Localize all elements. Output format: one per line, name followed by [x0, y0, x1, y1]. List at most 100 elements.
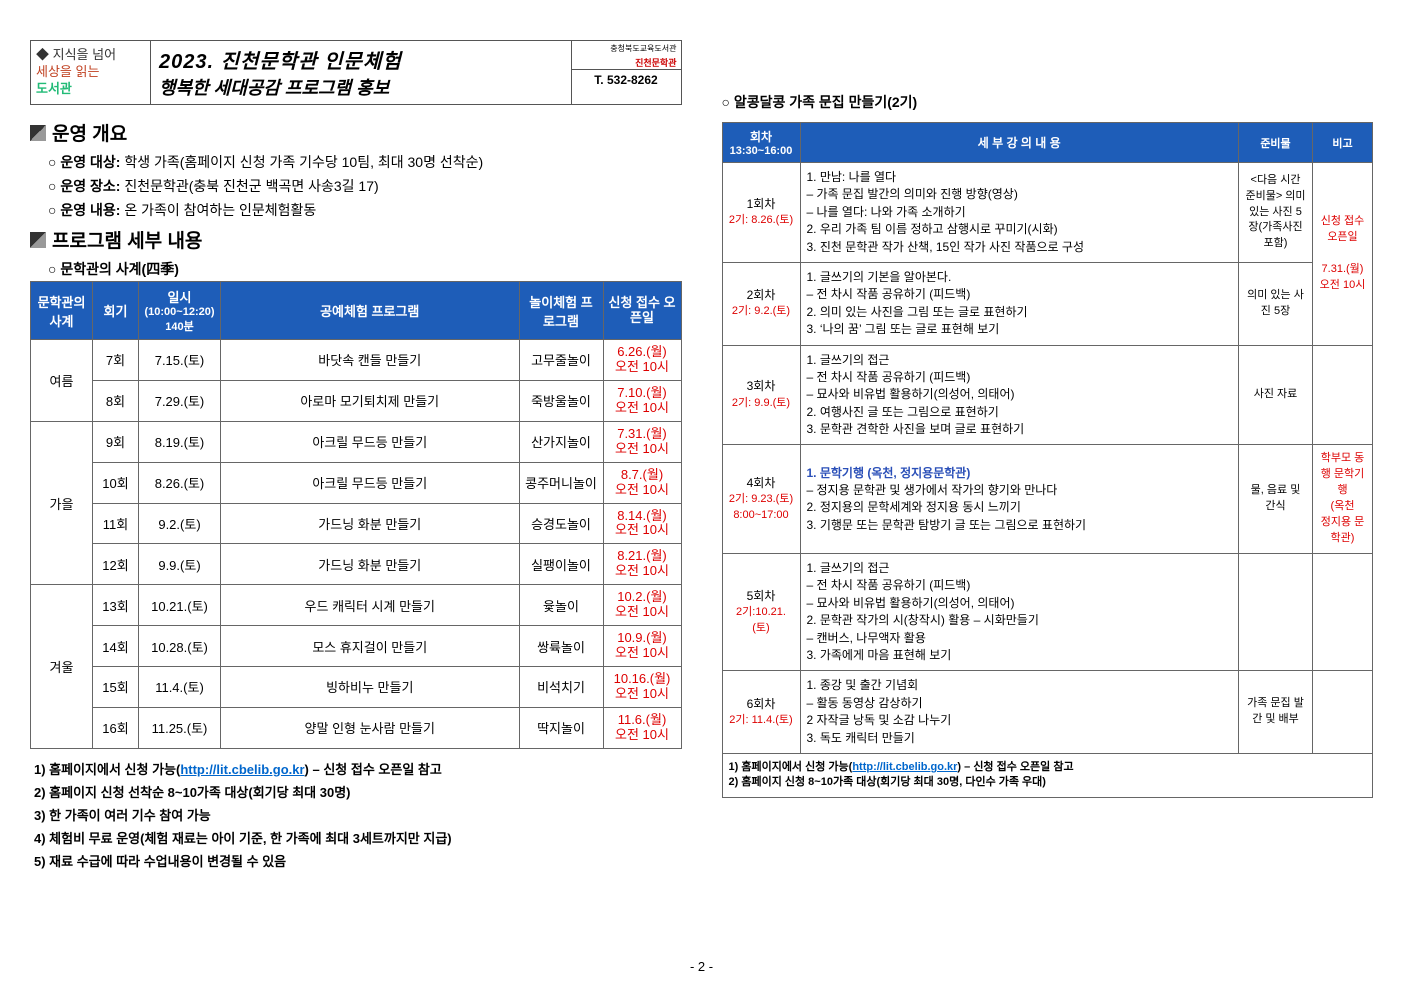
- season-cell: 겨울: [31, 585, 93, 749]
- table-row: 2회차2기: 9.2.(토)1. 글쓰기의 기본을 알아본다. – 전 차시 작…: [722, 262, 1373, 345]
- cell-date: 10.21.(토): [139, 585, 221, 626]
- org-1: 충청북도교육도서관: [572, 41, 681, 56]
- phone: T. 532-8262: [572, 69, 681, 90]
- table-row: 14회10.28.(토)모스 휴지걸이 만들기쌍륙놀이10.9.(월) 오전 1…: [31, 626, 682, 667]
- cell-craft: 아로마 모기퇴치제 만들기: [221, 380, 520, 421]
- note-5: 5) 재료 수급에 따라 수업내용이 변경될 수 있음: [34, 851, 682, 870]
- table-row: 5회차2기:10.21.(토)1. 글쓰기의 접근 – 전 차시 작품 공유하기…: [722, 554, 1373, 671]
- material-cell: 의미 있는 사진 5장: [1239, 262, 1313, 345]
- note-4: 4) 체험비 무료 운영(체험 재료는 아이 기준, 한 가족에 최대 3세트까…: [34, 828, 682, 847]
- page-number: - 2 -: [690, 959, 713, 974]
- cell-play: 산가지놀이: [519, 421, 603, 462]
- cell-round: 12회: [93, 544, 139, 585]
- cell-play: 윷놀이: [519, 585, 603, 626]
- th-material: 준비물: [1239, 123, 1313, 163]
- note-cell: 신청 접수 오픈일 7.31.(월) 오전 10시: [1313, 163, 1373, 346]
- table-row: 10회8.26.(토)아크릴 무드등 만들기콩주머니놀이8.7.(월) 오전 1…: [31, 462, 682, 503]
- cell-date: 7.15.(토): [139, 340, 221, 381]
- note-cell: 학부모 동행 문학기행 (옥천 정지용 문학관): [1313, 445, 1373, 554]
- cell-craft: 모스 휴지걸이 만들기: [221, 626, 520, 667]
- cell-open: 8.7.(월) 오전 10시: [603, 462, 681, 503]
- note-cell: [1313, 554, 1373, 671]
- right-page: 알콩달콩 가족 문집 만들기(2기) 회차 13:30~16:00 세 부 강 …: [722, 40, 1374, 952]
- cell-play: 콩주머니놀이: [519, 462, 603, 503]
- overview-content: 운영 내용: 온 가족이 참여하는 인문체험활동: [48, 200, 682, 220]
- cell-open: 6.26.(월) 오전 10시: [603, 340, 681, 381]
- table-row: 11회9.2.(토)가드닝 화분 만들기승경도놀이8.14.(월) 오전 10시: [31, 503, 682, 544]
- th-content: 세 부 강 의 내 용: [800, 123, 1239, 163]
- cell-round: 14회: [93, 626, 139, 667]
- note-cell: [1313, 345, 1373, 445]
- cell-play: 딱지놀이: [519, 707, 603, 748]
- season-cell: 여름: [31, 340, 93, 422]
- schedule-table: 문학관의 사계 회기 일시 (10:00~12:20) 140분 공예체험 프로…: [30, 281, 682, 749]
- th-open: 신청 접수 오픈일: [603, 282, 681, 340]
- cell-open: 10.2.(월) 오전 10시: [603, 585, 681, 626]
- cell-craft: 아크릴 무드등 만들기: [221, 421, 520, 462]
- cell-craft: 가드닝 화분 만들기: [221, 503, 520, 544]
- banner-title-2: 행복한 세대공감 프로그램 홍보: [159, 74, 563, 100]
- content-cell: 1. 종강 및 출간 기념회 – 활동 동영상 감상하기 2 자작글 낭독 및 …: [800, 671, 1239, 754]
- th-session: 회차 13:30~16:00: [722, 123, 800, 163]
- cell-craft: 아크릴 무드등 만들기: [221, 462, 520, 503]
- table-row: 가을9회8.19.(토)아크릴 무드등 만들기산가지놀이7.31.(월) 오전 …: [31, 421, 682, 462]
- cell-round: 13회: [93, 585, 139, 626]
- content-cell: 1. 글쓰기의 접근 – 전 차시 작품 공유하기 (피드백) – 묘사와 비유…: [800, 554, 1239, 671]
- table-row: 8회7.29.(토)아로마 모기퇴치제 만들기죽방울놀이7.10.(월) 오전 …: [31, 380, 682, 421]
- material-cell: <다음 시간 준비물> 의미있는 사진 5장(가족사진 포함): [1239, 163, 1313, 263]
- banner-tagline: ◆ 지식을 넘어 세상을 읽는 도서관: [31, 41, 151, 104]
- cell-round: 11회: [93, 503, 139, 544]
- cell-round: 9회: [93, 421, 139, 462]
- section-1-heading: 운영 개요: [30, 119, 682, 146]
- th-season: 문학관의 사계: [31, 282, 93, 340]
- cell-open: 11.6.(월) 오전 10시: [603, 707, 681, 748]
- cell-date: 11.25.(토): [139, 707, 221, 748]
- cell-play: 죽방울놀이: [519, 380, 603, 421]
- note-2: 2) 홈페이지 신청 선착순 8~10가족 대상(회기당 최대 30명): [34, 782, 682, 801]
- signup-link[interactable]: http://lit.cbelib.go.kr: [180, 762, 304, 777]
- content-cell: 1. 글쓰기의 접근 – 전 차시 작품 공유하기 (피드백) – 묘사와 비유…: [800, 345, 1239, 445]
- note-3: 3) 한 가족이 여러 기수 참여 가능: [34, 805, 682, 824]
- tagline-2: 세상을 읽는: [36, 64, 145, 81]
- content-cell: 1. 만남: 나를 열다 – 가족 문집 발간의 의미와 진행 방향(영상) –…: [800, 163, 1239, 263]
- cell-round: 10회: [93, 462, 139, 503]
- square-icon: [30, 125, 46, 141]
- session-cell: 1회차2기: 8.26.(토): [722, 163, 800, 263]
- note-1: 1) 홈페이지에서 신청 가능(http://lit.cbelib.go.kr)…: [34, 759, 682, 778]
- banner-title-1: 2023. 진천문학관 인문체험: [159, 45, 563, 74]
- tagline-1: ◆ 지식을 넘어: [36, 47, 145, 64]
- notes: 1) 홈페이지에서 신청 가능(http://lit.cbelib.go.kr)…: [30, 755, 682, 874]
- section-2-heading: 프로그램 세부 내용: [30, 226, 682, 253]
- season-cell: 가을: [31, 421, 93, 585]
- cell-craft: 양말 인형 눈사람 만들기: [221, 707, 520, 748]
- material-cell: 물, 음료 및 간식: [1239, 445, 1313, 554]
- content-cell: 1. 글쓰기의 기본을 알아본다. – 전 차시 작품 공유하기 (피드백) 2…: [800, 262, 1239, 345]
- material-cell: [1239, 554, 1313, 671]
- table-row: 1회차2기: 8.26.(토)1. 만남: 나를 열다 – 가족 문집 발간의 …: [722, 163, 1373, 263]
- cell-craft: 바닷속 캔들 만들기: [221, 340, 520, 381]
- cell-date: 11.4.(토): [139, 667, 221, 708]
- content-cell: 1. 문학기행 (옥천, 정지용문학관) – 정지용 문학관 및 생가에서 작가…: [800, 445, 1239, 554]
- section-1-title: 운영 개요: [52, 119, 127, 146]
- overview-target: 운영 대상: 학생 가족(홈페이지 신청 가족 기수당 10팀, 최대 30명 …: [48, 152, 682, 172]
- cell-round: 16회: [93, 707, 139, 748]
- cell-date: 8.19.(토): [139, 421, 221, 462]
- note-cell: [1313, 671, 1373, 754]
- cell-date: 8.26.(토): [139, 462, 221, 503]
- cell-craft: 빙하비누 만들기: [221, 667, 520, 708]
- signup-link-2[interactable]: http://lit.cbelib.go.kr: [852, 761, 957, 773]
- cell-play: 비석치기: [519, 667, 603, 708]
- table-row: 15회11.4.(토)빙하비누 만들기비석치기10.16.(월) 오전 10시: [31, 667, 682, 708]
- table-row: 4회차2기: 9.23.(토)8:00~17:001. 문학기행 (옥천, 정지…: [722, 445, 1373, 554]
- table-row: 여름7회7.15.(토)바닷속 캔들 만들기고무줄놀이6.26.(월) 오전 1…: [31, 340, 682, 381]
- lecture-table: 회차 13:30~16:00 세 부 강 의 내 용 준비물 비고 1회차2기:…: [722, 122, 1374, 798]
- table-row: 6회차2기: 11.4.(토)1. 종강 및 출간 기념회 – 활동 동영상 감…: [722, 671, 1373, 754]
- cell-date: 7.29.(토): [139, 380, 221, 421]
- table-row: 겨울13회10.21.(토)우드 캐릭터 시계 만들기윷놀이10.2.(월) 오…: [31, 585, 682, 626]
- th-note: 비고: [1313, 123, 1373, 163]
- header-banner: ◆ 지식을 넘어 세상을 읽는 도서관 2023. 진천문학관 인문체험 행복한…: [30, 40, 682, 105]
- session-cell: 2회차2기: 9.2.(토): [722, 262, 800, 345]
- material-cell: 사진 자료: [1239, 345, 1313, 445]
- table-row: 3회차2기: 9.9.(토)1. 글쓰기의 접근 – 전 차시 작품 공유하기 …: [722, 345, 1373, 445]
- banner-contact: 충청북도교육도서관 진천문학관 T. 532-8262: [571, 41, 681, 104]
